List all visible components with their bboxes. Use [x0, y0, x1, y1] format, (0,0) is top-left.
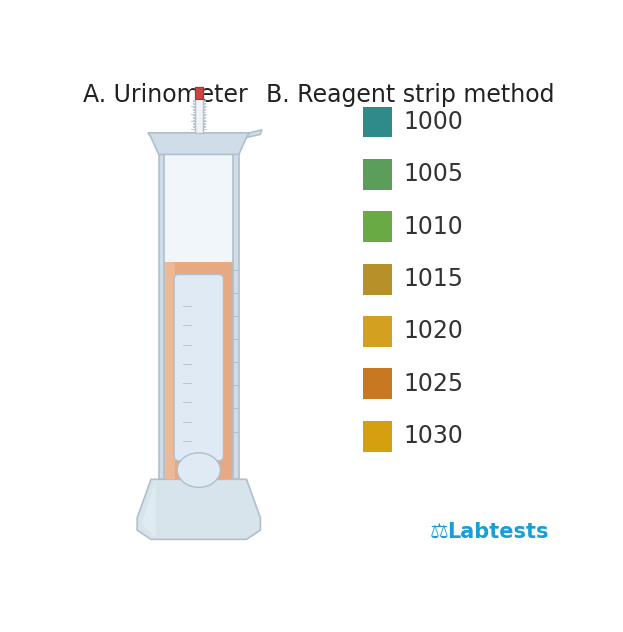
Polygon shape — [148, 133, 250, 154]
Bar — [164, 262, 174, 479]
Text: 1015: 1015 — [404, 267, 464, 291]
Text: 1025: 1025 — [404, 372, 464, 396]
Text: Labtests: Labtests — [447, 521, 548, 542]
Text: 1020: 1020 — [404, 320, 464, 343]
Bar — [363, 316, 392, 347]
Text: 1005: 1005 — [404, 162, 464, 186]
FancyBboxPatch shape — [174, 274, 224, 461]
Polygon shape — [247, 130, 262, 137]
Bar — [234, 154, 239, 479]
Bar — [159, 154, 164, 479]
Polygon shape — [142, 479, 156, 538]
Bar — [363, 421, 392, 452]
Bar — [363, 107, 392, 137]
Bar — [363, 211, 392, 242]
Text: B. Reagent strip method: B. Reagent strip method — [266, 83, 555, 107]
Ellipse shape — [177, 453, 221, 487]
Text: 1030: 1030 — [404, 424, 464, 448]
Bar — [164, 262, 234, 479]
Bar — [363, 368, 392, 399]
Text: ⚖: ⚖ — [430, 521, 449, 542]
Bar — [363, 264, 392, 295]
Bar — [195, 87, 202, 99]
Text: 1010: 1010 — [404, 215, 464, 239]
Bar — [363, 159, 392, 190]
Bar — [164, 154, 234, 479]
Polygon shape — [137, 479, 260, 539]
Text: 1000: 1000 — [404, 110, 464, 134]
Bar — [195, 87, 202, 133]
Text: A. Urinometer: A. Urinometer — [83, 83, 248, 107]
